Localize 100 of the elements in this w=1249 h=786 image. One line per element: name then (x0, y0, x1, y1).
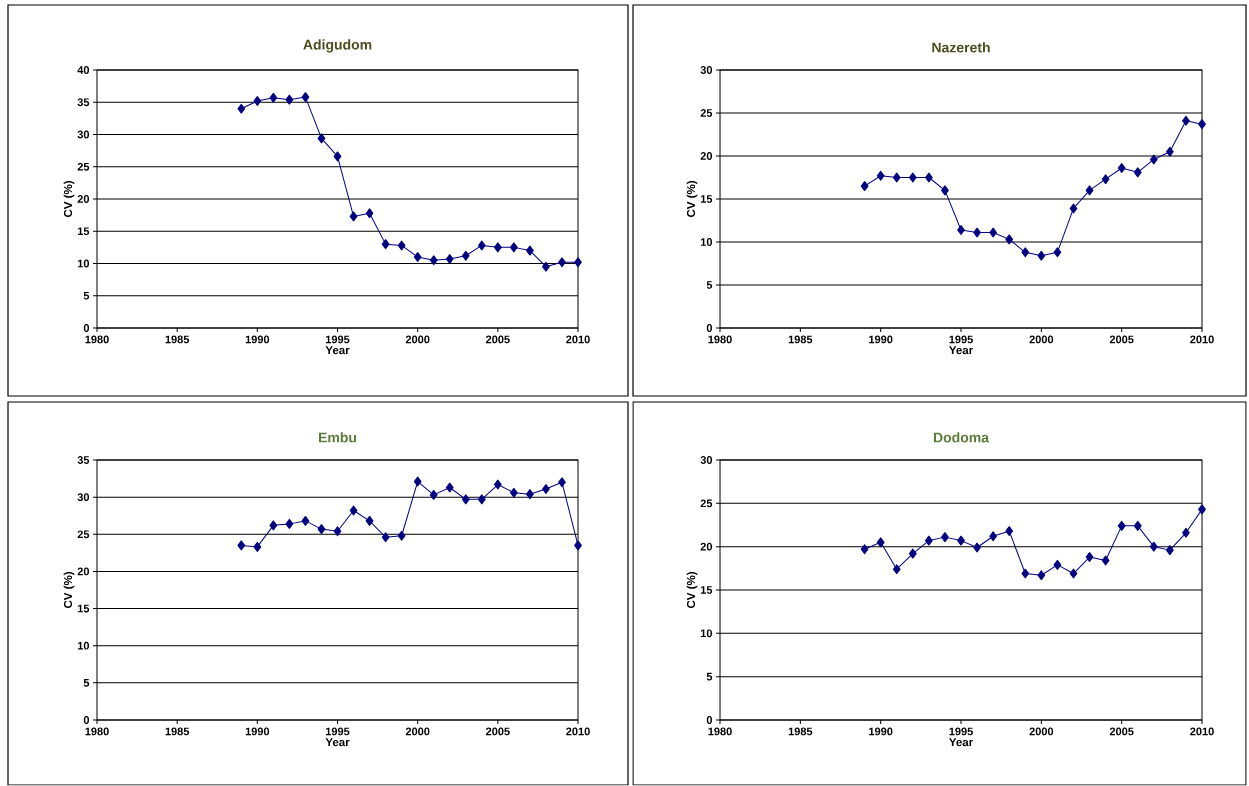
point (317, 524, 326, 535)
point (1069, 568, 1078, 579)
point (461, 250, 470, 261)
y-tick-label: 30 (77, 130, 90, 139)
point (892, 564, 901, 575)
point (477, 494, 486, 505)
y-tick-label: 5 (83, 292, 90, 300)
x-axis-title: Year (949, 346, 973, 355)
point (445, 482, 454, 493)
point (574, 540, 582, 551)
y-tick-label: 25 (77, 530, 90, 539)
point (1133, 521, 1142, 532)
point (973, 227, 981, 238)
point (1005, 234, 1014, 245)
point (269, 520, 278, 531)
x-tick-label: 1995 (949, 727, 973, 736)
x-tick-label: 1980 (85, 727, 109, 736)
point (908, 548, 917, 559)
point (989, 531, 998, 542)
y-tick-label: 20 (700, 152, 713, 161)
x-tick-label: 1995 (325, 727, 350, 736)
x-tick-label: 1995 (325, 335, 350, 344)
point (1085, 552, 1094, 563)
y-axis-title: CV (%) (686, 572, 698, 609)
x-tick-label: 2005 (1109, 335, 1134, 344)
point (1069, 203, 1078, 214)
y-tick-label: 0 (706, 716, 713, 725)
point (1021, 568, 1030, 579)
point (477, 240, 486, 251)
x-tick-label: 2000 (405, 335, 430, 344)
point (333, 151, 342, 162)
chart-title: Nazereth (932, 42, 990, 53)
point (269, 92, 278, 103)
point (413, 252, 422, 263)
point (349, 505, 358, 516)
x-tick-label: 2000 (1029, 335, 1054, 344)
point (876, 537, 885, 548)
y-tick-label: 10 (700, 629, 713, 638)
point (941, 532, 949, 543)
y-tick-label: 30 (700, 456, 713, 465)
point (558, 477, 566, 488)
y-tick-label: 0 (83, 324, 90, 333)
point (876, 170, 885, 181)
y-tick-label: 10 (700, 238, 713, 247)
point (429, 255, 438, 266)
x-tick-label: 1990 (245, 727, 270, 736)
point (1101, 555, 1110, 566)
point (526, 245, 534, 256)
x-tick-label: 2005 (485, 335, 510, 344)
y-axis-title: CV (%) (63, 181, 75, 218)
x-tick-label: 1990 (245, 335, 270, 344)
y-tick-label: 35 (77, 456, 90, 465)
x-tick-label: 1980 (85, 335, 109, 344)
point (1166, 146, 1174, 157)
y-tick-label: 25 (700, 499, 713, 508)
point (1085, 185, 1094, 196)
y-tick-label: 15 (77, 604, 90, 613)
x-tick-label: 2010 (566, 727, 590, 736)
y-tick-label: 40 (77, 66, 90, 75)
y-tick-label: 15 (700, 195, 713, 204)
y-tick-label: 25 (700, 109, 713, 118)
point (1149, 541, 1158, 552)
point (574, 257, 582, 268)
x-tick-label: 1990 (869, 335, 893, 344)
x-axis-title: Year (325, 346, 350, 355)
point (381, 532, 390, 543)
point (1037, 570, 1046, 581)
y-tick-label: 0 (83, 716, 90, 725)
x-tick-label: 1980 (708, 335, 732, 344)
point (429, 490, 438, 501)
y-tick-label: 25 (77, 163, 90, 171)
point (1133, 167, 1142, 178)
y-axis-title: CV (%) (63, 572, 75, 609)
point (413, 476, 422, 487)
x-tick-label: 2005 (485, 727, 510, 736)
point (349, 211, 358, 222)
point (493, 242, 502, 253)
point (558, 257, 566, 268)
point (237, 103, 246, 114)
point (1037, 250, 1046, 261)
point (925, 172, 933, 183)
point (957, 225, 965, 236)
point (301, 516, 310, 527)
point (365, 516, 374, 527)
x-axis-title: Year (325, 738, 350, 747)
point (989, 227, 998, 238)
point (1182, 528, 1190, 538)
point (301, 92, 310, 103)
point (445, 254, 454, 265)
point (941, 185, 949, 196)
point (1053, 560, 1062, 571)
y-tick-label: 20 (77, 567, 90, 576)
y-tick-label: 10 (77, 642, 90, 650)
point (285, 519, 294, 530)
x-tick-label: 2005 (1109, 727, 1134, 736)
point (1101, 174, 1110, 185)
point (1166, 545, 1174, 556)
y-axis-title: CV (%) (686, 181, 698, 218)
y-tick-label: 0 (706, 324, 713, 333)
point (1182, 115, 1190, 126)
